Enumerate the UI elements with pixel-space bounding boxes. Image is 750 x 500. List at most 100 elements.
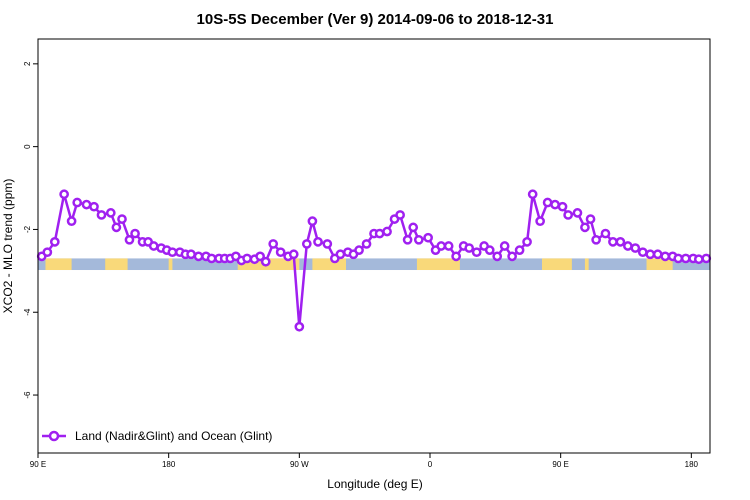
land-segment	[542, 258, 572, 271]
land-segment	[45, 258, 72, 271]
data-point	[301, 239, 312, 249]
data-point	[335, 249, 346, 260]
data-point	[275, 247, 286, 258]
data-point	[535, 216, 545, 227]
data-point	[484, 245, 495, 255]
data-point	[464, 243, 475, 253]
data-point	[492, 251, 503, 262]
data-point	[507, 251, 517, 262]
x-tick-label: 90 E	[30, 460, 46, 469]
land-segment	[168, 258, 173, 271]
data-point	[313, 237, 323, 247]
data-point	[608, 237, 618, 247]
data-point	[623, 241, 633, 251]
data-point	[563, 210, 573, 220]
data-point	[206, 253, 217, 264]
data-point	[443, 241, 454, 251]
legend-label: Land (Nadir&Glint) and Ocean (Glint)	[75, 429, 272, 443]
y-tick-label: -2	[23, 225, 32, 233]
data-point	[436, 241, 447, 251]
x-tick-label: 180	[685, 460, 699, 469]
land-segment	[646, 258, 673, 271]
x-axis-label: Longitude (deg E)	[327, 477, 422, 491]
data-point	[307, 216, 318, 227]
chart-title: 10S-5S December (Ver 9) 2014-09-06 to 20…	[197, 11, 554, 28]
data-point	[630, 243, 641, 253]
ocean-band	[38, 258, 710, 271]
legend: Land (Nadir&Glint) and Ocean (Glint)	[42, 429, 272, 443]
data-point	[89, 201, 99, 212]
x-axis: 90 E 180 90 W 0 90 E 180	[30, 453, 699, 469]
data-point	[66, 216, 77, 227]
data-point	[294, 321, 305, 332]
data-point	[130, 228, 140, 239]
data-point	[645, 249, 656, 260]
legend-marker	[48, 430, 60, 442]
data-point	[600, 228, 611, 239]
data-point	[408, 222, 419, 233]
data-point	[451, 251, 461, 262]
land-segment	[584, 258, 589, 271]
data-point	[660, 251, 671, 262]
x-tick-label: 90 E	[552, 460, 568, 469]
data-point	[680, 253, 691, 264]
data-point	[499, 241, 510, 251]
data-point	[374, 228, 385, 239]
data-point	[471, 247, 482, 258]
data-point	[542, 197, 553, 208]
data-point	[591, 234, 601, 245]
data-point	[186, 249, 196, 260]
data-point	[423, 232, 433, 243]
data-point	[167, 247, 178, 258]
data-point	[395, 210, 405, 220]
land-segment	[416, 258, 460, 271]
data-point	[413, 234, 424, 245]
data-point	[673, 253, 684, 264]
data-point	[260, 256, 271, 267]
data-point	[148, 241, 159, 251]
x-tick-label: 0	[428, 460, 433, 469]
series-layer	[36, 189, 712, 332]
data-point	[572, 208, 583, 218]
x-tick-label: 90 W	[290, 460, 309, 469]
land-ocean-band	[38, 258, 710, 271]
data-point	[255, 251, 265, 262]
data-point	[42, 247, 53, 258]
data-point	[550, 199, 560, 210]
data-point	[522, 237, 532, 247]
y-axis: 2 0 -2 -4 -6	[23, 61, 38, 399]
data-point	[268, 239, 279, 249]
data-point	[111, 222, 122, 233]
data-point	[72, 197, 83, 208]
plot-frame	[37, 38, 711, 454]
data-point	[49, 237, 60, 247]
data-point	[354, 245, 364, 255]
data-point	[361, 239, 372, 249]
data-point	[580, 222, 590, 233]
data-point	[117, 214, 127, 224]
y-tick-label: 0	[23, 144, 32, 149]
x-tick-label: 180	[162, 460, 176, 469]
data-point	[615, 237, 626, 247]
data-point	[557, 201, 568, 212]
data-point	[96, 210, 107, 220]
data-point	[288, 249, 299, 260]
land-segment	[105, 258, 128, 271]
data-point	[637, 247, 648, 258]
data-point	[527, 189, 538, 200]
y-tick-label: -6	[23, 391, 32, 399]
y-axis-label: XCO2 - MLO trend (ppm)	[1, 179, 15, 314]
y-tick-label: -4	[23, 308, 32, 316]
data-point	[652, 249, 663, 260]
data-point	[242, 253, 252, 264]
data-point	[693, 254, 704, 265]
data-point	[193, 251, 204, 262]
data-point	[105, 208, 116, 218]
data-point	[59, 189, 69, 200]
y-tick-label: 2	[23, 61, 32, 66]
land-segment	[312, 258, 346, 271]
data-point	[514, 245, 525, 255]
data-point	[701, 253, 712, 264]
data-point	[382, 226, 392, 237]
